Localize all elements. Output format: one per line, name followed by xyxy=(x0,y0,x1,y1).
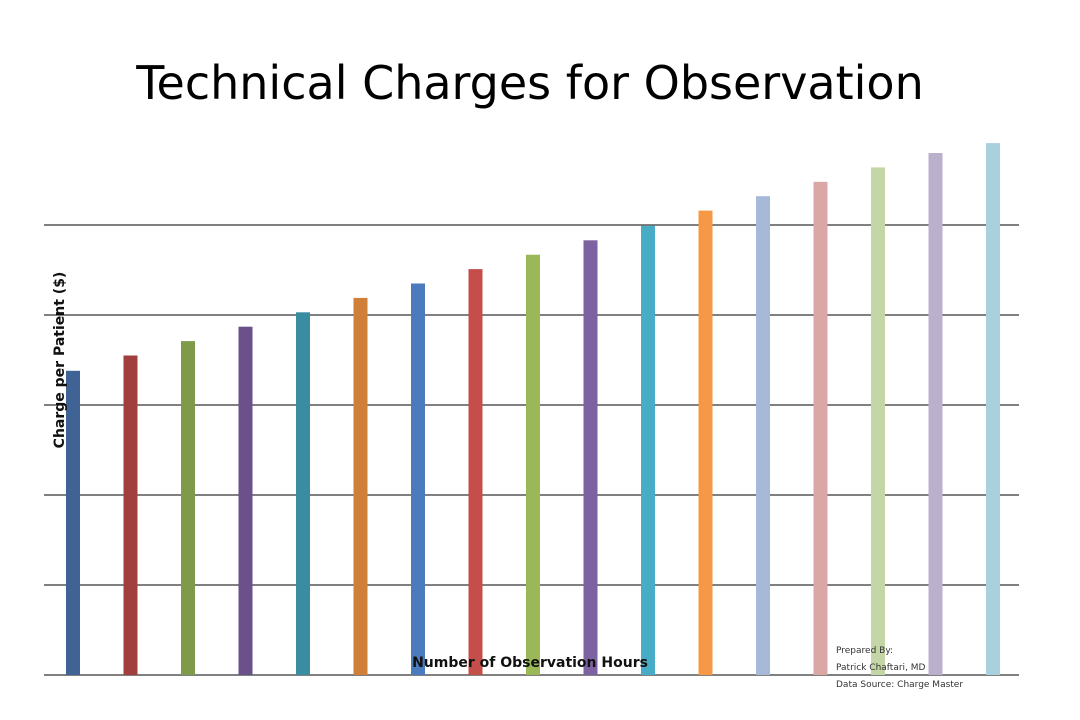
bar-6 xyxy=(353,297,368,675)
chart-title: Technical Charges for Observation xyxy=(136,56,924,110)
bar-1 xyxy=(66,370,80,675)
y-axis-label: Charge per Patient ($) xyxy=(52,271,68,449)
bar-13 xyxy=(756,196,770,675)
bar-16 xyxy=(928,153,943,675)
bar-5 xyxy=(296,312,310,675)
bar-9 xyxy=(526,254,540,675)
credits-block: Prepared By: Patrick Chaftari, MD Data S… xyxy=(836,643,963,694)
bar-14 xyxy=(813,181,828,676)
credits-author: Patrick Chaftari, MD xyxy=(836,663,926,673)
bar-8 xyxy=(468,269,483,675)
bar-4 xyxy=(238,326,253,675)
bar-12 xyxy=(698,210,713,675)
bar-2 xyxy=(123,355,138,675)
credits-data-source: Data Source: Charge Master xyxy=(836,680,964,690)
bar-7 xyxy=(411,283,425,675)
credits-prepared-by: Prepared By: xyxy=(836,646,894,656)
bar-10 xyxy=(583,240,598,676)
bar-11 xyxy=(641,225,655,675)
bar-15 xyxy=(871,167,885,675)
x-axis-label: Number of Observation Hours xyxy=(412,655,648,671)
bar-3 xyxy=(181,341,195,675)
bar-17 xyxy=(986,143,1000,676)
